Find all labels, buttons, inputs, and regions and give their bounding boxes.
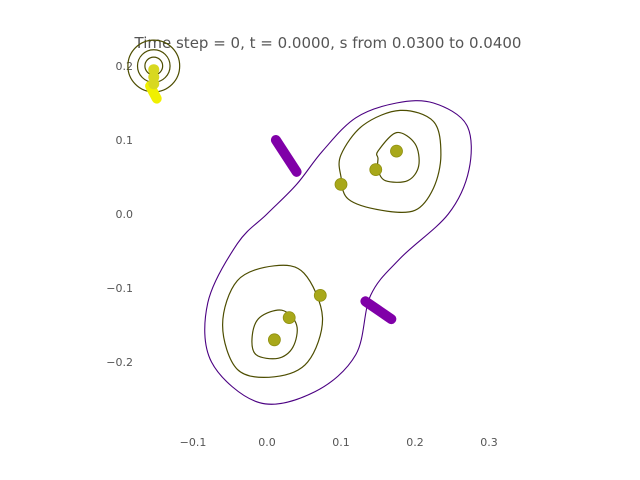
y-tick-label: 0.1: [116, 134, 134, 147]
x-tick-label: 0.2: [406, 436, 424, 449]
x-tick-label: 0.0: [258, 436, 276, 449]
data-point: [282, 311, 296, 325]
x-tick-label: 0.3: [480, 436, 498, 449]
corner-contour-layer: [127, 39, 181, 104]
x-tick-label: −0.1: [180, 436, 207, 449]
chart-title: Time step = 0, t = 0.0000, s from 0.0300…: [134, 34, 522, 52]
y-tick-label: 0.0: [116, 208, 134, 221]
point-layer: [267, 144, 403, 347]
inner-contour: [338, 109, 442, 214]
x-axis: −0.1 0.0 0.1 0.2 0.3: [180, 436, 498, 449]
y-tick-label: −0.2: [106, 356, 133, 369]
corner-point: [148, 78, 160, 90]
inner-contour: [251, 309, 298, 360]
data-point: [369, 163, 383, 177]
inner-contour: [221, 264, 324, 378]
data-point: [267, 333, 281, 347]
data-point: [334, 177, 348, 191]
bar-segment: [360, 296, 397, 325]
bar-layer: [270, 135, 397, 325]
data-point: [390, 144, 403, 158]
bar-segment: [270, 135, 302, 177]
y-axis: 0.2 0.1 0.0 −0.1 −0.2: [106, 60, 133, 369]
inner-contour-layer: [221, 109, 442, 378]
inner-contour: [376, 131, 420, 183]
outer-contour-layer: [204, 100, 472, 405]
y-tick-label: 0.2: [116, 60, 134, 73]
y-tick-label: −0.1: [106, 282, 133, 295]
x-tick-label: 0.1: [332, 436, 350, 449]
outer-contour: [204, 100, 472, 405]
data-point: [313, 288, 327, 302]
